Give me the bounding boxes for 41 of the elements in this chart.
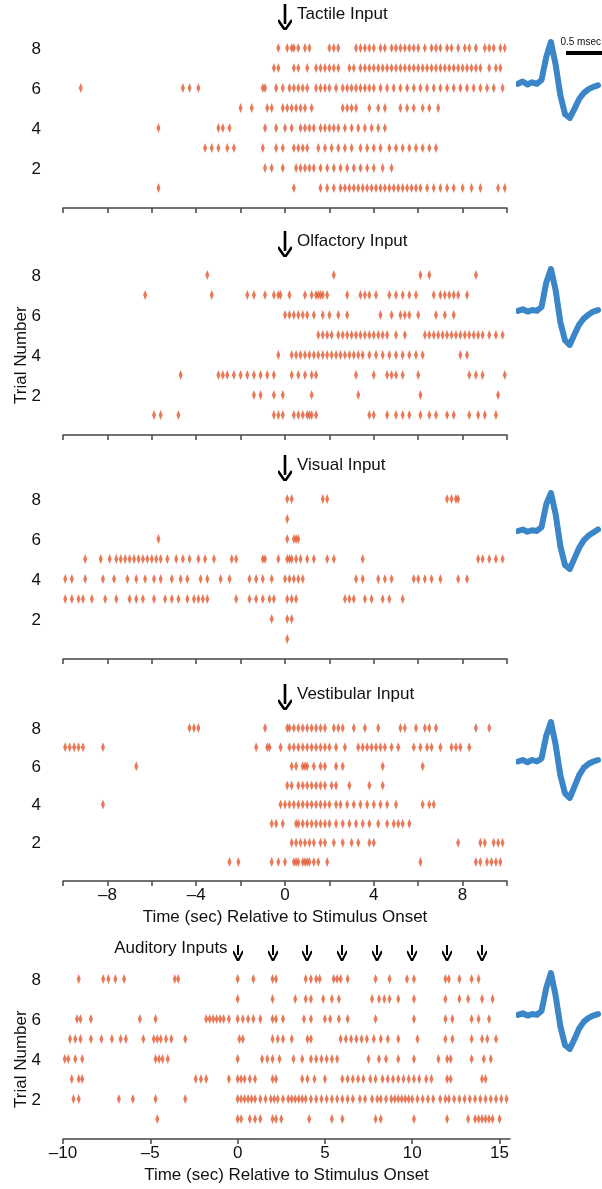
x-tick-label: 8 <box>457 885 468 905</box>
y-tick-label: 4 <box>31 118 41 138</box>
y-tick-label: 2 <box>31 385 41 405</box>
y-tick-label: 2 <box>31 833 41 853</box>
y-tick-label: 4 <box>31 795 41 815</box>
x-tick-label: –4 <box>186 885 206 905</box>
y-axis-title: Trial Number <box>10 305 31 406</box>
chart-title: Auditory Inputs <box>114 937 228 959</box>
y-tick-label: 8 <box>31 718 41 738</box>
chart-title: Visual Input <box>297 454 386 476</box>
y-tick-label: 4 <box>31 345 41 365</box>
y-tick-label: 4 <box>31 569 41 589</box>
chart-title: Tactile Input <box>297 3 388 25</box>
x-tick-label: 0 <box>232 1143 243 1162</box>
y-tick-label: 4 <box>31 1049 41 1069</box>
annotation: 0.5 msec <box>560 36 601 47</box>
y-axis-title: Trial Number <box>10 1009 31 1110</box>
chart-title: Olfactory Input <box>297 230 408 252</box>
x-tick-label: 10 <box>402 1143 422 1162</box>
x-tick-label: –10 <box>48 1143 78 1162</box>
y-tick-label: 8 <box>31 969 41 989</box>
x-axis-title: Time (sec) Relative to Stimulus Onset <box>142 907 428 926</box>
y-tick-label: 6 <box>31 305 41 325</box>
x-tick-label: 0 <box>280 885 290 905</box>
y-tick-label: 6 <box>31 756 41 776</box>
x-tick-label: 15 <box>490 1143 509 1162</box>
y-tick-label: 8 <box>31 38 41 58</box>
y-tick-label: 8 <box>31 489 41 509</box>
y-tick-label: 6 <box>31 1009 41 1029</box>
y-tick-label: 6 <box>31 78 41 98</box>
y-tick-label: 2 <box>31 158 41 178</box>
x-tick-label: –5 <box>140 1143 160 1162</box>
x-tick-label: 4 <box>369 885 379 905</box>
x-tick-label: –8 <box>97 885 117 905</box>
y-tick-label: 2 <box>31 609 41 629</box>
x-tick-label: 5 <box>320 1143 330 1162</box>
x-axis-title: Time (sec) Relative to Stimulus Onset <box>144 1164 430 1184</box>
y-tick-label: 2 <box>31 1089 41 1109</box>
chart-title: Vestibular Input <box>297 683 415 705</box>
y-tick-label: 6 <box>31 529 41 549</box>
y-tick-label: 8 <box>31 265 41 285</box>
